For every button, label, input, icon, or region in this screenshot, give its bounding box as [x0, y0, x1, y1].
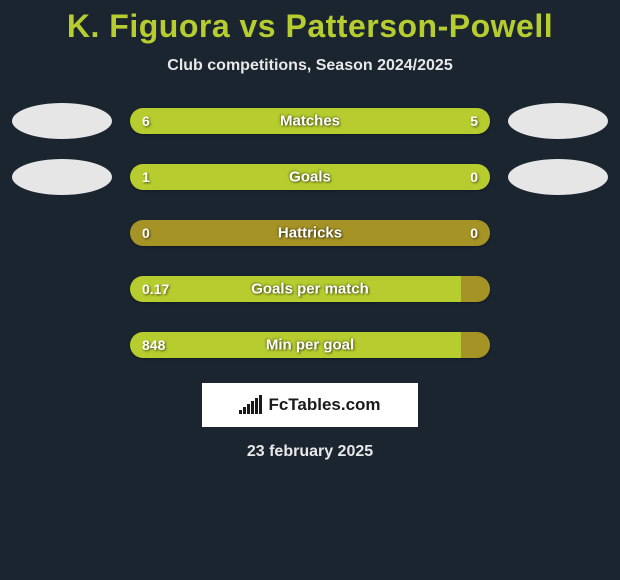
brand-icon-bar — [251, 401, 254, 414]
player-left-avatar — [12, 103, 112, 139]
stat-bar: 0.17 Goals per match — [130, 276, 490, 302]
stat-value-right: 5 — [470, 113, 478, 129]
stat-label: Hattricks — [278, 225, 342, 242]
brand-icon-bar — [255, 398, 258, 414]
stats-list: 6 Matches 5 1 Goals 0 0 Hattricks 0 0.17 Goals per… — [0, 103, 620, 363]
stat-value-left: 0.17 — [142, 281, 169, 297]
comparison-widget: K. Figuora vs Patterson-Powell Club comp… — [0, 0, 620, 461]
subtitle: Club competitions, Season 2024/2025 — [0, 57, 620, 75]
avatar-placeholder — [508, 215, 608, 251]
page-title: K. Figuora vs Patterson-Powell — [0, 8, 620, 45]
avatar-placeholder — [12, 327, 112, 363]
player-right-avatar — [508, 159, 608, 195]
stat-label: Goals — [289, 169, 331, 186]
stat-bar: 848 Min per goal — [130, 332, 490, 358]
stat-value-right: 0 — [470, 225, 478, 241]
player-right-avatar — [508, 103, 608, 139]
stat-row: 1 Goals 0 — [0, 159, 620, 195]
stat-value-right: 0 — [470, 169, 478, 185]
avatar-placeholder — [12, 215, 112, 251]
stat-label: Min per goal — [266, 337, 354, 354]
stat-row: 848 Min per goal — [0, 327, 620, 363]
brand-chart-icon — [239, 396, 262, 414]
brand-text: FcTables.com — [268, 395, 380, 415]
bar-fill-left — [130, 164, 400, 190]
brand-icon-bar — [243, 407, 246, 414]
stat-row: 0 Hattricks 0 — [0, 215, 620, 251]
player-left-avatar — [12, 159, 112, 195]
avatar-placeholder — [508, 327, 608, 363]
stat-bar: 1 Goals 0 — [130, 164, 490, 190]
stat-label: Matches — [280, 113, 340, 130]
bar-fill-right — [328, 108, 490, 134]
stat-value-left: 848 — [142, 337, 165, 353]
stat-row: 0.17 Goals per match — [0, 271, 620, 307]
branding-badge: FcTables.com — [202, 383, 418, 427]
stat-value-left: 0 — [142, 225, 150, 241]
brand-icon-bar — [247, 404, 250, 414]
brand-icon-bar — [239, 410, 242, 414]
stat-value-left: 6 — [142, 113, 150, 129]
stat-bar: 6 Matches 5 — [130, 108, 490, 134]
brand-icon-bar — [259, 395, 262, 414]
footer-date: 23 february 2025 — [0, 443, 620, 461]
stat-bar: 0 Hattricks 0 — [130, 220, 490, 246]
stat-label: Goals per match — [251, 281, 369, 298]
stat-row: 6 Matches 5 — [0, 103, 620, 139]
avatar-placeholder — [12, 271, 112, 307]
avatar-placeholder — [508, 271, 608, 307]
stat-value-left: 1 — [142, 169, 150, 185]
